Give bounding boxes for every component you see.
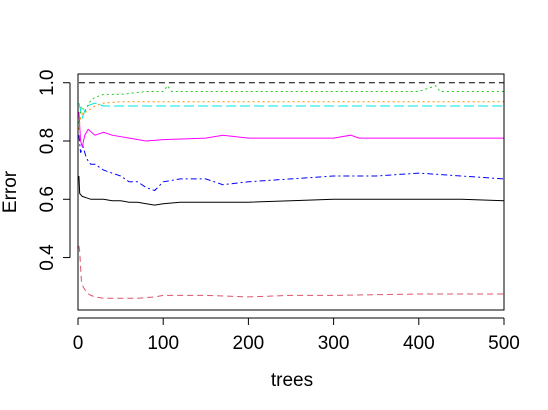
x-tick-label: 100 <box>147 333 179 354</box>
x-tick-label: 200 <box>233 333 265 354</box>
y-axis-title: Error <box>0 170 21 213</box>
series-line-3 <box>78 135 505 192</box>
y-tick-label: 0.4 <box>37 244 58 271</box>
x-tick-label: 500 <box>488 333 520 354</box>
series-line-1 <box>78 175 505 206</box>
plot-frame <box>77 73 505 311</box>
series-line-2 <box>78 245 504 299</box>
x-tick-label: 300 <box>318 333 350 354</box>
x-tick-label: 400 <box>403 333 435 354</box>
x-axis-title: trees <box>271 370 313 391</box>
axis-layer: 0 100 200 300 400 500 0.4 0.6 0.8 1.0 <box>37 70 520 354</box>
y-tick-label: 0.6 <box>37 186 58 212</box>
series-line-5 <box>78 102 504 120</box>
series-layer <box>78 82 505 299</box>
series-line-6 <box>78 84 504 124</box>
series-line-7 <box>78 101 504 130</box>
y-tick-label: 0.8 <box>37 128 58 154</box>
y-tick-label: 1.0 <box>37 70 58 96</box>
series-line-4 <box>78 111 504 147</box>
x-tick-label: 0 <box>73 333 84 354</box>
